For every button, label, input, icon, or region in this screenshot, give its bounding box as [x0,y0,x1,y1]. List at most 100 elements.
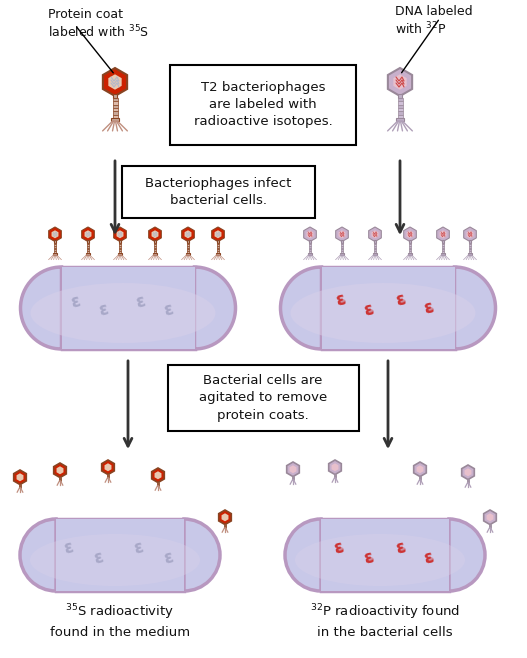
Bar [62,267,194,349]
Bar [309,240,311,243]
Bar [119,243,121,244]
Bar [309,244,311,246]
Bar [119,249,121,251]
Bar [334,476,336,477]
Bar [340,246,343,248]
Bar [87,243,89,244]
Bar [467,480,470,481]
Polygon shape [184,230,191,238]
Ellipse shape [366,557,374,563]
Bar [154,248,157,249]
Bar [54,243,56,244]
Bar [397,111,403,114]
Polygon shape [486,513,493,521]
Polygon shape [114,227,126,241]
Bar [334,477,336,478]
Bar [217,248,219,249]
Bar [469,249,471,251]
Bar [340,249,343,251]
Polygon shape [102,460,114,474]
Bar [467,479,470,480]
Wedge shape [184,519,220,591]
Bar [469,248,471,249]
Bar [187,249,189,251]
Polygon shape [462,465,474,480]
Text: ε: ε [61,538,75,558]
Text: Bacterial cells are
agitated to remove
protein coats.: Bacterial cells are agitated to remove p… [199,374,327,422]
Bar [340,251,343,253]
Bar [113,94,117,98]
Bar [154,243,157,244]
Bar [409,243,411,244]
Bar [489,526,491,527]
Bar [442,246,444,248]
Bar [418,478,421,479]
Text: ε: ε [131,538,145,558]
Bar [217,249,219,251]
Bar [309,249,311,251]
Bar [442,251,444,253]
Bar [112,108,118,111]
Bar [309,248,311,249]
Bar [409,248,411,249]
Polygon shape [464,227,476,241]
Bar [119,251,121,253]
Bar [54,248,56,249]
Bar [217,246,219,248]
Wedge shape [20,519,56,591]
Polygon shape [416,465,424,473]
Bar [409,251,411,253]
Bar [87,248,89,249]
Bar [223,526,226,527]
Bar [112,105,118,108]
Polygon shape [182,227,194,241]
Bar [119,244,121,246]
Text: ε: ε [161,300,175,320]
Bar [340,253,344,255]
Polygon shape [287,462,299,476]
Text: ε: ε [421,298,435,318]
Polygon shape [307,230,314,238]
Bar [18,484,21,485]
Bar [340,248,343,249]
Bar [217,243,219,244]
Polygon shape [154,471,161,479]
Polygon shape [404,227,416,241]
Polygon shape [336,227,348,241]
Bar [54,240,56,243]
Text: ε: ε [133,292,147,312]
Polygon shape [393,74,407,89]
Text: ε: ε [361,300,375,320]
Bar [154,249,157,251]
Bar [334,475,336,476]
Bar [374,249,376,251]
Bar [154,246,157,248]
Wedge shape [21,267,62,349]
Bar [408,253,412,255]
Bar [469,243,471,244]
Bar [397,105,403,108]
Bar [340,244,343,246]
Polygon shape [466,230,473,238]
Bar [409,246,411,248]
Bar [469,244,471,246]
Ellipse shape [295,534,465,586]
Bar [442,249,444,251]
Bar [58,478,61,479]
Polygon shape [116,230,123,238]
Bar [112,111,118,114]
Bar [469,251,471,253]
Wedge shape [449,519,485,591]
Polygon shape [103,68,127,96]
Bar [442,240,444,243]
Bar [86,253,90,255]
Bar [112,101,118,105]
Text: ε: ε [361,548,375,568]
FancyBboxPatch shape [168,365,358,431]
Bar [397,114,403,118]
Bar [187,246,189,248]
Bar [321,267,454,349]
Ellipse shape [426,557,434,563]
Text: Bacteriophages infect
bacterial cells.: Bacteriophages infect bacterial cells. [145,177,291,207]
Bar [418,476,421,477]
